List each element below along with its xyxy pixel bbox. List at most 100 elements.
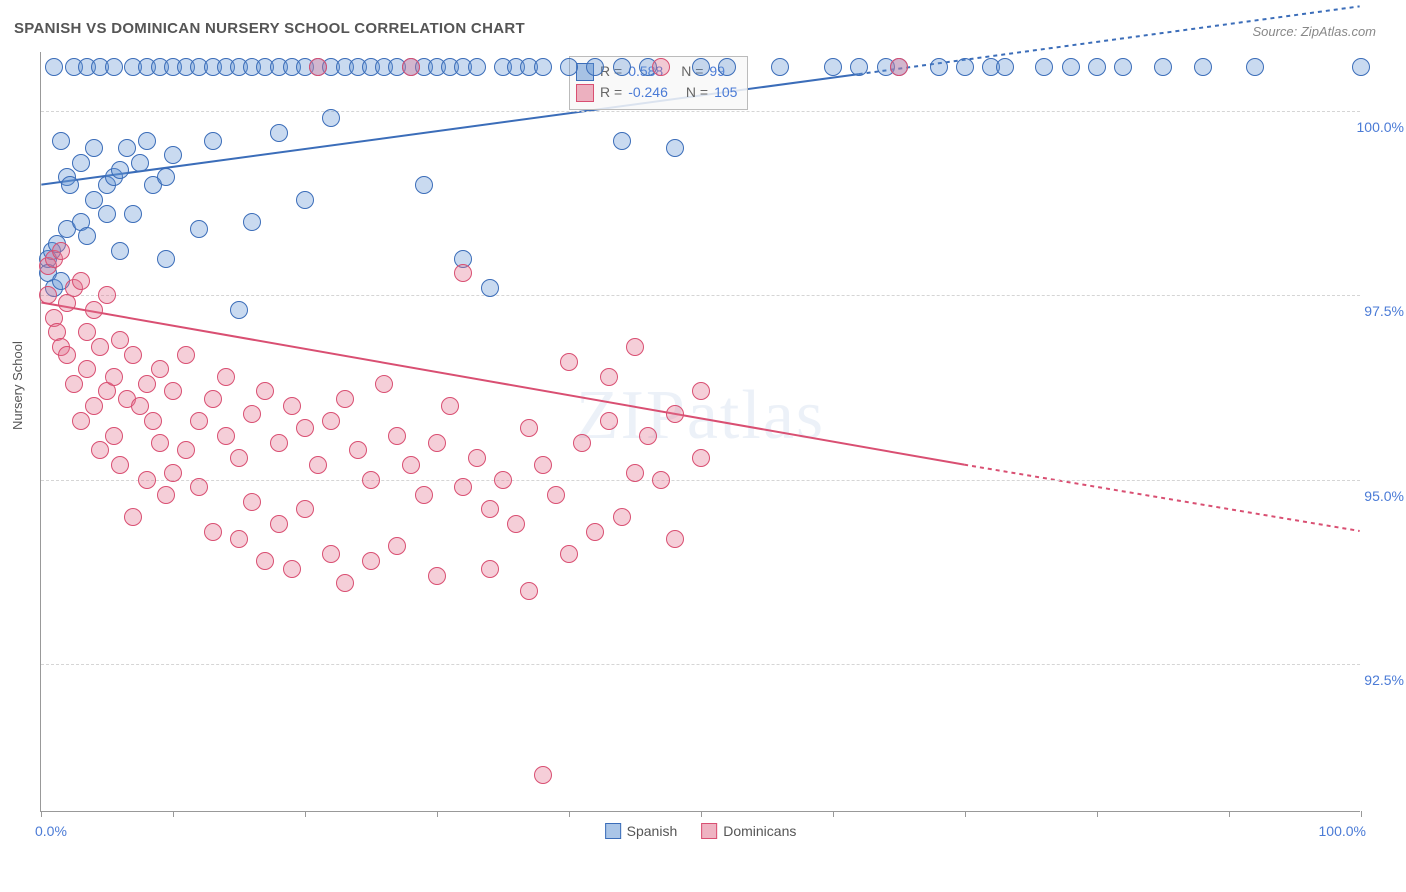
data-point (105, 427, 123, 445)
data-point (1088, 58, 1106, 76)
source-label: Source: ZipAtlas.com (1252, 24, 1376, 39)
data-point (534, 766, 552, 784)
data-point (454, 478, 472, 496)
data-point (61, 176, 79, 194)
data-point (1352, 58, 1370, 76)
legend-item-spanish: Spanish (605, 823, 678, 839)
data-point (309, 58, 327, 76)
data-point (573, 434, 591, 452)
data-point (586, 523, 604, 541)
data-point (996, 58, 1014, 76)
data-point (322, 412, 340, 430)
data-point (586, 58, 604, 76)
data-point (217, 427, 235, 445)
data-point (138, 471, 156, 489)
data-point (111, 242, 129, 260)
data-point (322, 545, 340, 563)
data-point (270, 515, 288, 533)
data-point (613, 58, 631, 76)
data-point (600, 412, 618, 430)
data-point (560, 353, 578, 371)
stats-row-dominicans: R = -0.246 N = 105 (576, 82, 737, 103)
data-point (91, 441, 109, 459)
data-point (520, 582, 538, 600)
data-point (72, 412, 90, 430)
data-point (91, 338, 109, 356)
legend-swatch-spanish (605, 823, 621, 839)
data-point (243, 405, 261, 423)
data-point (1062, 58, 1080, 76)
data-point (1194, 58, 1212, 76)
xtick (437, 811, 438, 817)
data-point (204, 132, 222, 150)
data-point (666, 139, 684, 157)
data-point (124, 346, 142, 364)
n-label: N = (686, 82, 708, 103)
ytick-label: 95.0% (1364, 488, 1404, 504)
xtick (1229, 811, 1230, 817)
data-point (428, 434, 446, 452)
data-point (560, 58, 578, 76)
xtick (41, 811, 42, 817)
data-point (65, 375, 83, 393)
data-point (454, 264, 472, 282)
data-point (164, 146, 182, 164)
data-point (560, 545, 578, 563)
n-value-dominicans: 105 (714, 82, 737, 103)
data-point (283, 397, 301, 415)
data-point (362, 471, 380, 489)
chart-container: SPANISH VS DOMINICAN NURSERY SCHOOL CORR… (0, 0, 1406, 892)
data-point (270, 434, 288, 452)
data-point (428, 567, 446, 585)
data-point (85, 397, 103, 415)
xtick (173, 811, 174, 817)
data-point (468, 449, 486, 467)
data-point (415, 486, 433, 504)
data-point (256, 382, 274, 400)
data-point (111, 161, 129, 179)
xtick (1361, 811, 1362, 817)
legend-item-dominicans: Dominicans (701, 823, 796, 839)
data-point (52, 242, 70, 260)
data-point (890, 58, 908, 76)
legend-label-dominicans: Dominicans (723, 823, 796, 839)
data-point (771, 58, 789, 76)
data-point (415, 176, 433, 194)
data-point (39, 286, 57, 304)
data-point (190, 220, 208, 238)
data-point (270, 124, 288, 142)
data-point (157, 250, 175, 268)
data-point (85, 301, 103, 319)
data-point (626, 338, 644, 356)
data-point (78, 227, 96, 245)
data-point (118, 139, 136, 157)
data-point (613, 132, 631, 150)
data-point (157, 168, 175, 186)
data-point (388, 537, 406, 555)
xtick (569, 811, 570, 817)
ytick-label: 100.0% (1357, 119, 1404, 135)
data-point (111, 456, 129, 474)
ytick-label: 97.5% (1364, 303, 1404, 319)
data-point (692, 382, 710, 400)
xtick (833, 811, 834, 817)
data-point (98, 286, 116, 304)
data-point (204, 390, 222, 408)
data-point (243, 493, 261, 511)
gridline (41, 480, 1360, 481)
data-point (85, 191, 103, 209)
data-point (600, 368, 618, 386)
data-point (111, 331, 129, 349)
data-point (190, 412, 208, 430)
data-point (230, 449, 248, 467)
data-point (296, 191, 314, 209)
r-label: R = (600, 82, 622, 103)
data-point (105, 58, 123, 76)
data-point (204, 523, 222, 541)
data-point (85, 139, 103, 157)
xtick (305, 811, 306, 817)
gridline (41, 664, 1360, 665)
data-point (131, 397, 149, 415)
data-point (1154, 58, 1172, 76)
data-point (349, 441, 367, 459)
